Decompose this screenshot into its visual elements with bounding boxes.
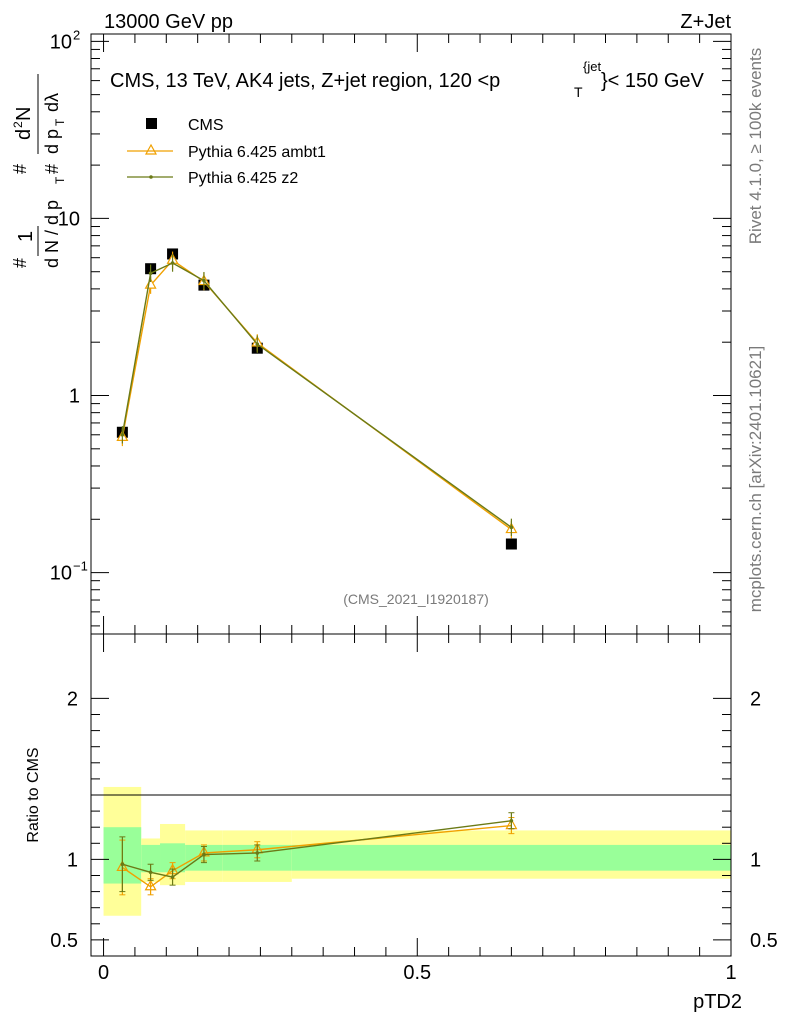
legend-entry-z2: Pythia 6.425 z2 (127, 170, 298, 187)
ratio-line-1 (122, 820, 512, 878)
svg-text:T: T (53, 176, 67, 184)
svg-text:T: T (53, 118, 67, 126)
legend-label-ambt1: Pythia 6.425 ambt1 (188, 144, 326, 161)
plot-title-end: }< 150 GeV (601, 70, 705, 92)
uncertainty-bands (103, 786, 731, 916)
svg-text:N: N (13, 107, 35, 121)
y-tick-exponent: 2 (73, 27, 80, 42)
legend-marker-z2 (149, 175, 153, 179)
rivet-label: Rivet 4.1.0, ≥ 100k events (746, 48, 765, 244)
ratio-y-label: Ratio to CMS (25, 747, 42, 842)
data-point-z2 (509, 525, 514, 530)
plot-title-sup: {jet (583, 59, 601, 74)
svg-text:#: # (42, 164, 62, 174)
ratio-y-tick-label: 0.5 (50, 930, 78, 952)
x-tick-label: 0.5 (403, 962, 431, 984)
ratio-point-z2 (120, 862, 125, 867)
main-series (116, 248, 518, 550)
ratio-frame (90, 633, 732, 957)
legend-entry-cms: CMS (146, 117, 224, 134)
ratio-panel: 0 0.5 1 0.5 0.5 1 1 2 2 Ratio to CMS pTD2 (25, 633, 778, 1013)
ratio-ticks: 0 0.5 1 0.5 0.5 1 1 2 2 (50, 634, 778, 984)
svg-text:d N / d p: d N / d p (42, 200, 62, 268)
legend: CMS Pythia 6.425 ambt1 Pythia 6.425 z2 (127, 117, 326, 187)
legend-marker-ambt1 (144, 143, 158, 155)
ratio-point-z2 (148, 870, 153, 875)
data-point-z2 (255, 342, 260, 346)
ratio-point-z2 (170, 875, 175, 879)
main-frame (90, 33, 732, 635)
svg-text:d: d (13, 129, 35, 140)
svg-text:d p: d p (42, 129, 62, 154)
legend-marker-cms (146, 118, 157, 129)
ratio-y-tick-label-right: 2 (750, 688, 761, 710)
ratio-y-tick-label: 2 (67, 688, 78, 710)
plot-title-sub: T (574, 84, 583, 100)
x-tick-label: 0 (98, 962, 109, 984)
header-left: 13000 GeV pp (104, 11, 233, 33)
ratio-point-ambt1 (144, 879, 157, 891)
x-axis-label: pTD2 (693, 991, 742, 1013)
legend-label-z2: Pythia 6.425 z2 (188, 170, 298, 187)
y-tick-label: 1 (69, 386, 80, 408)
main-y-label: # 1 d N / d p T # d 2 N # d p T dλ (10, 74, 67, 268)
y-tick-label: 10 (50, 563, 72, 585)
y-tick-exponent: −1 (73, 559, 88, 574)
data-point-z2 (148, 271, 153, 276)
header-right: Z+Jet (680, 11, 731, 33)
svg-text:1: 1 (15, 231, 37, 242)
ratio-y-tick-label-right: 0.5 (750, 930, 778, 952)
y-tick-label: 10 (58, 208, 80, 230)
band-inner (291, 844, 731, 871)
data-point-cms (505, 538, 517, 550)
series-line-2 (121, 262, 512, 528)
x-tick-label: 1 (725, 962, 736, 984)
ratio-line-0 (121, 824, 512, 888)
svg-text:#: # (10, 258, 30, 268)
data-point-z2 (120, 432, 125, 437)
band-inner (141, 844, 161, 873)
ratio-point-z2 (202, 852, 206, 857)
legend-entry-ambt1: Pythia 6.425 ambt1 (127, 143, 326, 161)
svg-text:dλ: dλ (42, 93, 62, 112)
svg-text:2: 2 (11, 121, 25, 128)
ratio-y-tick-label: 1 (67, 849, 78, 871)
legend-label-cms: CMS (188, 117, 224, 134)
series-line-1 (121, 259, 512, 531)
watermark: (CMS_2021_I1920187) (343, 591, 489, 607)
data-point-z2 (202, 278, 206, 283)
plot-title-text: CMS, 13 TeV, AK4 jets, Z+jet region, 120… (110, 70, 500, 92)
ratio-point-z2 (509, 818, 514, 823)
data-point-z2 (170, 261, 175, 265)
plot-title: CMS, 13 TeV, AK4 jets, Z+jet region, 120… (110, 59, 705, 100)
ratio-y-tick-label-right: 1 (750, 849, 761, 871)
ratio-point-z2 (255, 851, 260, 855)
svg-text:#: # (10, 164, 30, 174)
y-tick-label: 10 (50, 31, 72, 53)
ratio-series (116, 812, 518, 896)
mcplots-label: mcplots.cern.ch [arXiv:2401.10621] (746, 346, 765, 612)
